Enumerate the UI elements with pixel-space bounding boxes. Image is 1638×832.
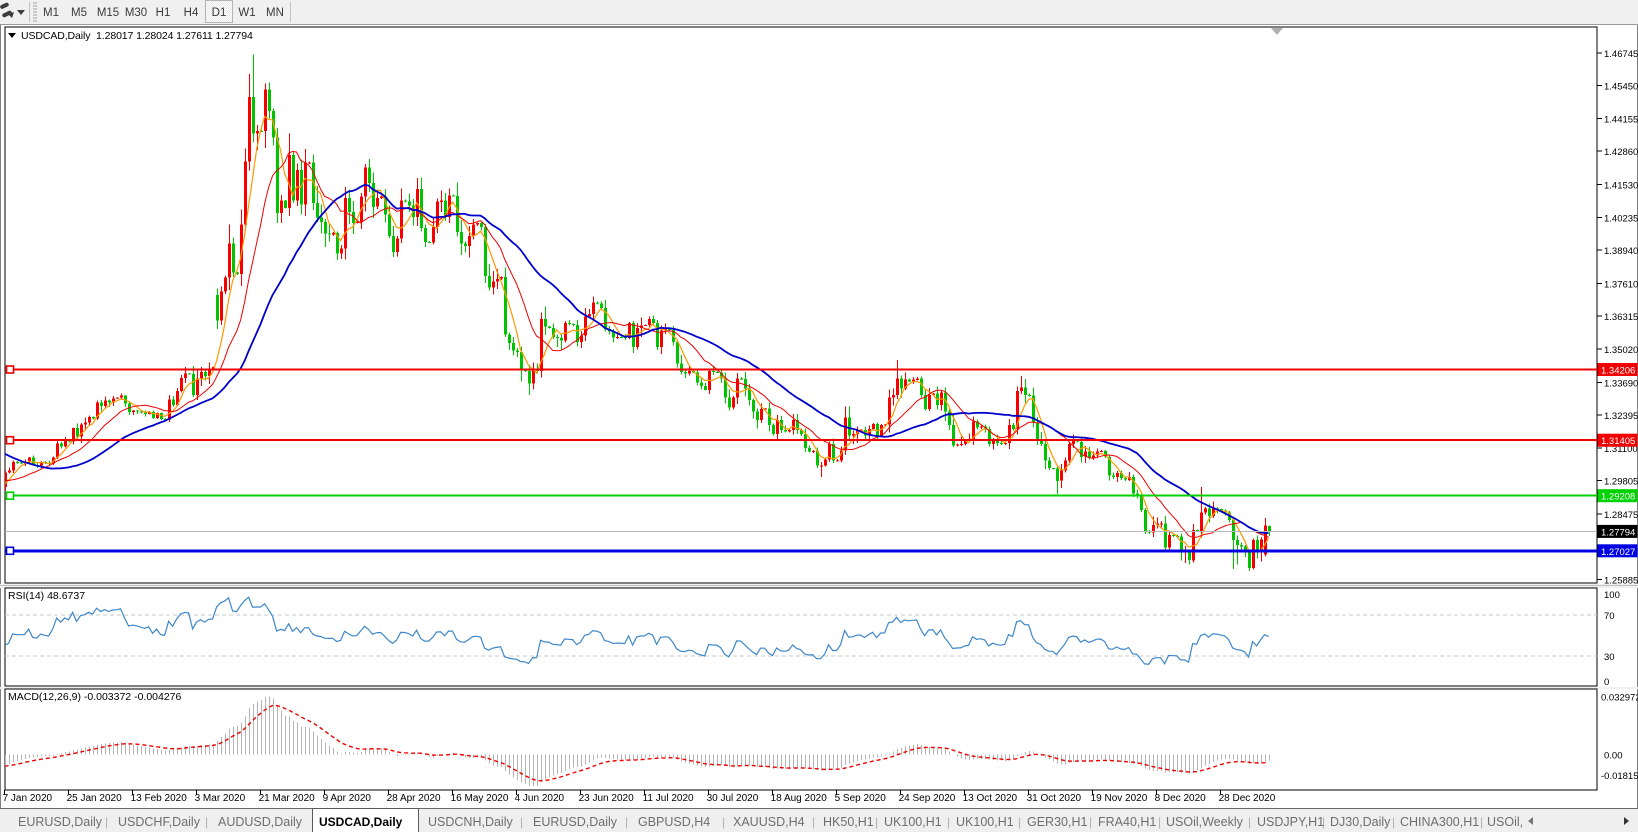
svg-text:19 Nov 2020: 19 Nov 2020 [1091, 793, 1148, 804]
svg-text:5 Sep 2020: 5 Sep 2020 [835, 793, 887, 804]
svg-text:4 Jun 2020: 4 Jun 2020 [515, 793, 565, 804]
svg-text:D1: D1 [212, 7, 227, 19]
svg-text:|: | [625, 815, 628, 829]
svg-text:W1: W1 [238, 7, 255, 19]
svg-text:|: | [1392, 815, 1395, 829]
svg-text:1.45450: 1.45450 [1604, 82, 1638, 93]
svg-text:16 May 2020: 16 May 2020 [451, 793, 509, 804]
svg-text:GER30,H1: GER30,H1 [1027, 815, 1087, 829]
svg-text:|: | [812, 815, 815, 829]
svg-text:H4: H4 [184, 7, 199, 19]
svg-text:EURUSD,Daily: EURUSD,Daily [18, 815, 103, 829]
svg-text:1.40235: 1.40235 [1604, 213, 1638, 224]
svg-text:|: | [1480, 815, 1483, 829]
svg-text:0.032972: 0.032972 [1601, 693, 1638, 704]
svg-text:USDCNH,Daily: USDCNH,Daily [428, 815, 513, 829]
svg-text:-0.01815: -0.01815 [1601, 771, 1638, 782]
svg-text:M1: M1 [43, 7, 59, 19]
svg-text:USDCHF,Daily: USDCHF,Daily [118, 815, 201, 829]
svg-text:23 Jun 2020: 23 Jun 2020 [579, 793, 634, 804]
svg-text:UK100,H1: UK100,H1 [956, 815, 1014, 829]
svg-text:AUDUSD,Daily: AUDUSD,Daily [218, 815, 303, 829]
svg-text:1.32395: 1.32395 [1604, 411, 1638, 422]
svg-text:FRA40,H1: FRA40,H1 [1098, 815, 1156, 829]
svg-text:1.33690: 1.33690 [1604, 379, 1638, 390]
svg-text:USOil,Weekly: USOil,Weekly [1166, 815, 1244, 829]
svg-text:|: | [1018, 815, 1021, 829]
svg-text:|: | [1322, 815, 1325, 829]
svg-text:1.27794: 1.27794 [1601, 527, 1635, 538]
svg-text:3 Mar 2020: 3 Mar 2020 [195, 793, 246, 804]
svg-text:28 Apr 2020: 28 Apr 2020 [387, 793, 441, 804]
svg-text:|: | [1248, 815, 1251, 829]
svg-text:70: 70 [1604, 611, 1615, 622]
svg-text:30 Jul 2020: 30 Jul 2020 [707, 793, 759, 804]
svg-text:RSI(14) 48.6737: RSI(14) 48.6737 [8, 590, 85, 602]
svg-text:13 Feb 2020: 13 Feb 2020 [131, 793, 188, 804]
svg-text:USDCAD,Daily: USDCAD,Daily [319, 815, 403, 829]
svg-text:1.44155: 1.44155 [1604, 114, 1638, 125]
svg-text:1.31405: 1.31405 [1601, 436, 1635, 447]
svg-text:M15: M15 [97, 7, 119, 19]
svg-text:DJ30,Daily: DJ30,Daily [1330, 815, 1391, 829]
svg-text:28 Dec 2020: 28 Dec 2020 [1219, 793, 1276, 804]
svg-text:30: 30 [1604, 652, 1615, 663]
svg-text:13 Oct 2020: 13 Oct 2020 [963, 793, 1018, 804]
svg-text:18 Aug 2020: 18 Aug 2020 [771, 793, 828, 804]
svg-text:|: | [875, 815, 878, 829]
svg-text:USOil,: USOil, [1487, 815, 1523, 829]
svg-text:1.34206: 1.34206 [1601, 366, 1635, 377]
svg-text:MN: MN [266, 7, 284, 19]
svg-text:|: | [722, 815, 725, 829]
svg-text:1.31100: 1.31100 [1604, 444, 1638, 455]
svg-text:25 Jan 2020: 25 Jan 2020 [67, 793, 122, 804]
svg-text:1.29805: 1.29805 [1604, 477, 1638, 488]
svg-text:USDJPY,H1: USDJPY,H1 [1257, 815, 1324, 829]
svg-text:|: | [520, 815, 523, 829]
svg-text:|: | [947, 815, 950, 829]
svg-text:|: | [205, 815, 208, 829]
svg-text:0.00: 0.00 [1604, 751, 1623, 762]
svg-text:1.27027: 1.27027 [1601, 547, 1635, 558]
svg-text:100: 100 [1604, 590, 1620, 601]
svg-text:1.35020: 1.35020 [1604, 345, 1638, 356]
svg-text:|: | [105, 815, 108, 829]
svg-text:CHINA300,H1: CHINA300,H1 [1400, 815, 1479, 829]
svg-text:9 Apr 2020: 9 Apr 2020 [323, 793, 372, 804]
svg-text:EURUSD,Daily: EURUSD,Daily [533, 815, 618, 829]
svg-text:M30: M30 [125, 7, 147, 19]
svg-text:M5: M5 [71, 7, 87, 19]
svg-text:MACD(12,26,9) -0.003372 -0.004: MACD(12,26,9) -0.003372 -0.004276 [8, 691, 182, 703]
svg-text:8 Dec 2020: 8 Dec 2020 [1155, 793, 1207, 804]
svg-text:21 Mar 2020: 21 Mar 2020 [259, 793, 316, 804]
svg-text:1.37610: 1.37610 [1604, 280, 1638, 291]
svg-text:0: 0 [1604, 677, 1609, 688]
svg-text:H1: H1 [156, 7, 171, 19]
svg-text:1.28475: 1.28475 [1604, 510, 1638, 521]
svg-text:1.36315: 1.36315 [1604, 312, 1638, 323]
svg-text:24 Sep 2020: 24 Sep 2020 [899, 793, 956, 804]
svg-text:31 Oct 2020: 31 Oct 2020 [1027, 793, 1082, 804]
svg-text:1.42860: 1.42860 [1604, 147, 1638, 158]
svg-text:USDCAD,Daily 1.28017 1.28024: USDCAD,Daily 1.28017 1.28024 1.27611 1.2… [21, 30, 253, 42]
svg-text:1.41530: 1.41530 [1604, 181, 1638, 192]
svg-text:1.38940: 1.38940 [1604, 246, 1638, 257]
svg-text:7 Jan 2020: 7 Jan 2020 [3, 793, 53, 804]
svg-text:HK50,H1: HK50,H1 [823, 815, 874, 829]
svg-text:11 Jul 2020: 11 Jul 2020 [643, 793, 694, 804]
svg-text:GBPUSD,H4: GBPUSD,H4 [638, 815, 710, 829]
svg-text:1.29208: 1.29208 [1601, 492, 1635, 503]
svg-text:|: | [1158, 815, 1161, 829]
svg-text:1.46745: 1.46745 [1604, 49, 1638, 60]
svg-text:XAUUSD,H4: XAUUSD,H4 [733, 815, 805, 829]
svg-text:1.25885: 1.25885 [1604, 576, 1638, 587]
svg-text:UK100,H1: UK100,H1 [884, 815, 942, 829]
svg-text:|: | [1089, 815, 1092, 829]
